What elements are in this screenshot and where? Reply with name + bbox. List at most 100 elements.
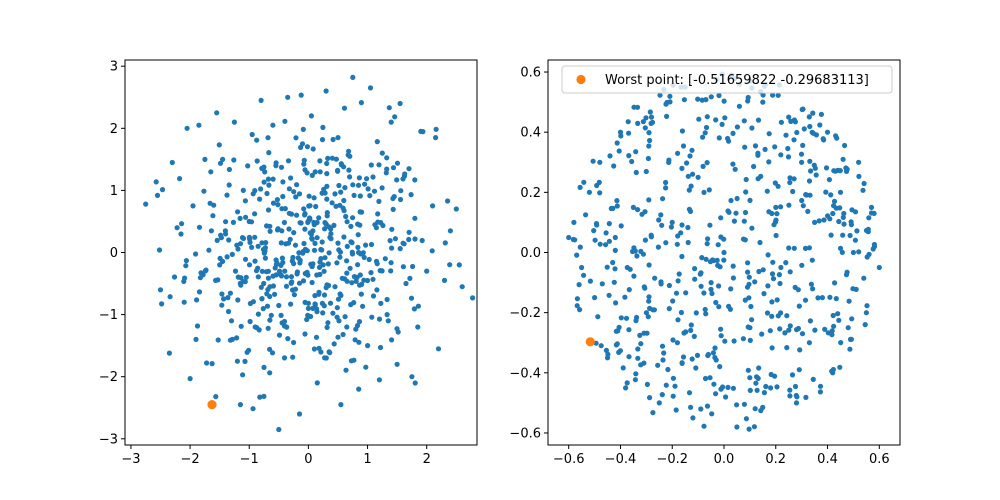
data-point <box>376 377 382 383</box>
data-point <box>167 294 173 300</box>
data-point <box>713 391 719 397</box>
data-point <box>226 182 232 188</box>
data-point <box>337 249 343 255</box>
x-tick-label: 1 <box>363 452 371 467</box>
data-point <box>288 301 294 307</box>
data-point <box>670 393 676 399</box>
data-point <box>262 169 268 175</box>
data-point <box>270 200 277 206</box>
data-point <box>785 145 791 152</box>
data-point <box>616 148 622 154</box>
data-point <box>324 160 330 167</box>
data-point <box>715 262 721 268</box>
data-point <box>663 240 669 246</box>
data-point <box>703 311 709 317</box>
data-point <box>611 163 617 169</box>
data-point <box>388 260 394 266</box>
data-point <box>712 345 718 351</box>
data-point <box>829 332 835 338</box>
data-point <box>394 326 400 332</box>
data-point <box>312 301 318 307</box>
y-tick-label: 0.0 <box>520 246 541 261</box>
data-point <box>773 232 779 239</box>
data-point <box>777 326 783 332</box>
data-point <box>348 302 354 308</box>
data-point <box>843 272 850 278</box>
data-point <box>459 284 465 290</box>
data-point <box>356 386 362 392</box>
data-point <box>265 135 271 141</box>
data-point <box>823 165 830 171</box>
data-point <box>643 168 649 175</box>
data-point <box>844 166 850 172</box>
x-tick-label: 0.0 <box>714 452 735 467</box>
data-point <box>340 331 346 338</box>
data-point <box>244 349 250 355</box>
y-tick-label: 0 <box>110 246 118 261</box>
data-point <box>731 218 738 224</box>
data-point <box>390 206 396 212</box>
data-point <box>359 281 365 287</box>
data-point <box>302 226 308 232</box>
data-point <box>592 295 598 301</box>
data-point <box>356 339 362 345</box>
data-point <box>406 229 412 235</box>
data-point <box>252 211 258 217</box>
data-point <box>742 237 748 243</box>
data-point <box>373 258 380 264</box>
data-point <box>260 246 267 253</box>
data-point <box>679 128 686 134</box>
data-point <box>761 291 767 297</box>
data-point <box>379 150 385 156</box>
data-point <box>276 426 282 433</box>
data-point <box>355 262 361 268</box>
data-point <box>798 151 805 157</box>
data-point <box>787 323 793 329</box>
left-scatter-axes: −3 −2 −1 0 1 2 −3 −2 −1 0 1 2 3 <box>99 59 478 467</box>
data-point <box>261 393 267 399</box>
data-point <box>415 303 421 309</box>
data-point <box>760 404 766 410</box>
data-point <box>374 139 380 145</box>
data-point <box>709 411 715 417</box>
data-point <box>183 258 189 264</box>
data-point <box>201 188 207 194</box>
data-point <box>249 131 255 138</box>
data-point <box>704 241 710 247</box>
data-point <box>817 383 824 389</box>
data-point <box>234 358 240 364</box>
data-point <box>203 267 209 273</box>
data-point <box>597 241 603 247</box>
data-point <box>656 217 662 223</box>
data-point <box>663 179 669 186</box>
data-point <box>226 166 232 173</box>
data-point <box>342 185 348 191</box>
data-point <box>676 271 682 277</box>
data-point <box>286 210 292 216</box>
data-point <box>764 310 771 316</box>
data-point <box>219 302 225 308</box>
data-point <box>784 345 790 351</box>
data-point <box>275 202 281 208</box>
data-point <box>278 240 284 246</box>
data-point <box>755 375 761 381</box>
data-point <box>716 135 722 141</box>
data-point <box>756 268 762 275</box>
data-point <box>613 300 619 306</box>
data-point <box>325 320 331 326</box>
data-point <box>755 150 761 156</box>
data-point <box>640 251 647 257</box>
data-point <box>746 295 752 301</box>
y-tick-label: −0.4 <box>509 366 541 381</box>
data-point <box>360 250 366 256</box>
data-point <box>254 158 260 164</box>
data-point <box>297 257 303 263</box>
data-point <box>657 92 663 98</box>
data-point <box>178 231 184 237</box>
data-point <box>663 185 669 191</box>
data-point <box>845 325 851 331</box>
data-point <box>285 94 291 100</box>
y-tick-label: 2 <box>110 122 118 137</box>
data-point <box>717 364 723 370</box>
data-point <box>642 285 648 291</box>
